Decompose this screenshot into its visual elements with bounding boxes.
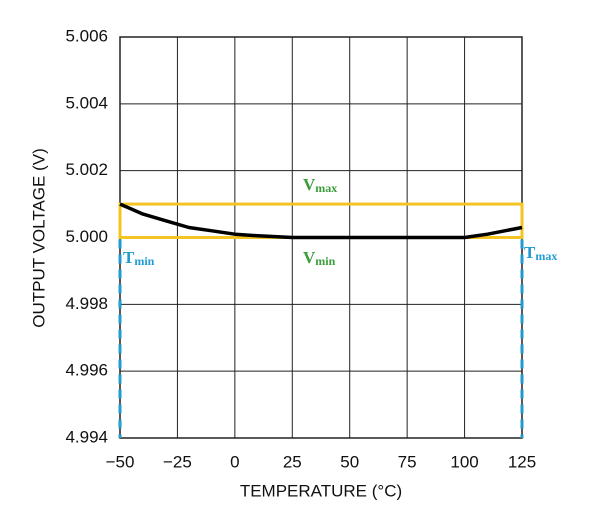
- annotation: Vmin: [303, 248, 336, 268]
- annotation: Tmin: [123, 248, 155, 268]
- annotation-sub: min: [134, 254, 154, 268]
- y-tick-label: 5.006: [65, 26, 108, 45]
- x-axis-title: TEMPERATURE (°C): [240, 481, 402, 500]
- annotation-main: T: [524, 243, 536, 262]
- x-tick-label: 25: [283, 452, 302, 471]
- annotation-main: V: [303, 248, 316, 267]
- y-tick-label: 5.000: [65, 227, 108, 246]
- y-tick-label: 4.998: [65, 294, 108, 313]
- x-tick-label: 125: [508, 452, 536, 471]
- limit-box: [118, 202, 524, 239]
- annotation-main: V: [303, 175, 316, 194]
- y-tick-label: 5.002: [65, 160, 108, 179]
- annotation-sub: max: [315, 181, 337, 195]
- annotation-main: T: [123, 248, 135, 267]
- x-tick-label: −25: [163, 452, 192, 471]
- x-tick-label: −50: [106, 452, 135, 471]
- x-tick-label: 75: [398, 452, 417, 471]
- data-line: [119, 202, 523, 240]
- y-tick-label: 4.994: [65, 427, 108, 446]
- annotation: Tmax: [524, 243, 557, 263]
- annotation-sub: min: [315, 254, 335, 268]
- x-tick-label: 50: [340, 452, 359, 471]
- annotation: Vmax: [303, 175, 337, 195]
- y-axis-title: OUTPUT VOLTAGE (V): [29, 148, 48, 327]
- x-tick-label: 0: [230, 452, 239, 471]
- x-tick-label: 100: [450, 452, 478, 471]
- y-tick-label: 5.004: [65, 93, 108, 112]
- annotation-sub: max: [535, 249, 557, 263]
- y-tick-label: 4.996: [65, 361, 108, 380]
